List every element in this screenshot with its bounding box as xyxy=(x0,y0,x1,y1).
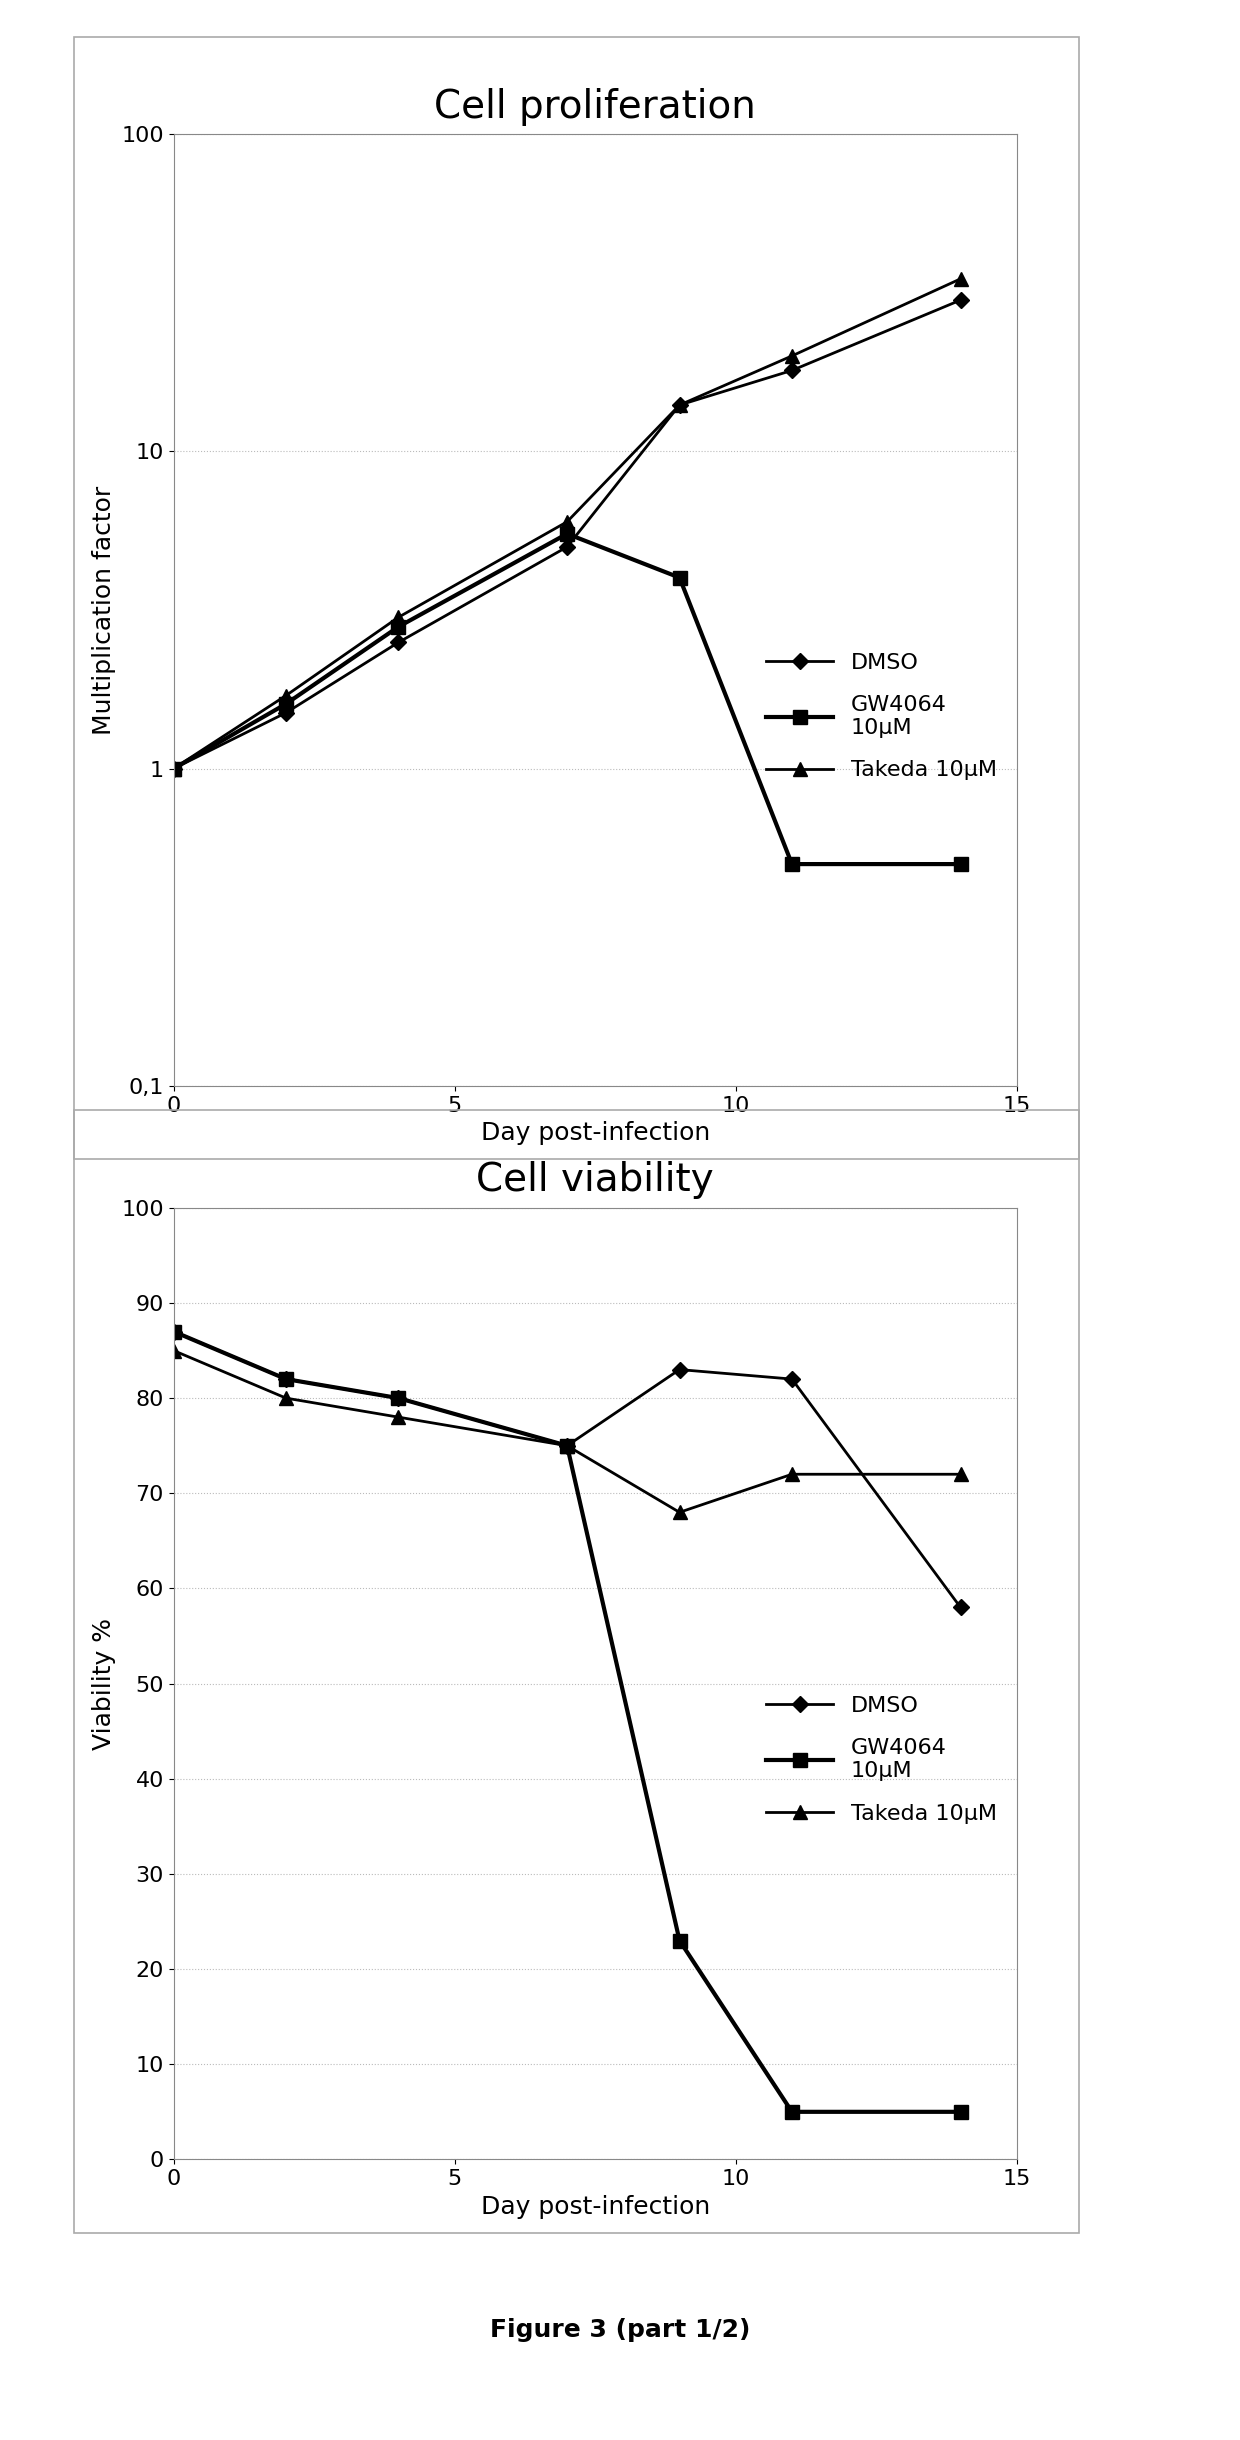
Takeda 10μM xyxy=(559,508,574,537)
Takeda 10μM xyxy=(954,1459,968,1488)
DMSO xyxy=(672,1354,687,1383)
DMSO xyxy=(166,1318,181,1347)
Line: Takeda 10μM: Takeda 10μM xyxy=(166,1344,967,1520)
Takeda 10μM xyxy=(672,390,687,420)
DMSO xyxy=(785,1364,800,1393)
Line: GW4064
10μM: GW4064 10μM xyxy=(166,1325,967,2118)
DMSO xyxy=(279,1364,294,1393)
Text: Figure 3 (part 1/2): Figure 3 (part 1/2) xyxy=(490,2318,750,2342)
GW4064
10μM xyxy=(166,1318,181,1347)
GW4064
10μM xyxy=(785,2096,800,2125)
Takeda 10μM xyxy=(672,1498,687,1527)
Y-axis label: Viability %: Viability % xyxy=(92,1618,115,1749)
Legend: DMSO, GW4064
10μM, Takeda 10μM: DMSO, GW4064 10μM, Takeda 10μM xyxy=(758,1686,1006,1832)
GW4064
10μM xyxy=(391,1383,405,1413)
GW4064
10μM xyxy=(954,849,968,878)
Takeda 10μM xyxy=(166,754,181,783)
DMSO xyxy=(391,627,405,656)
Takeda 10μM xyxy=(166,1337,181,1366)
GW4064
10μM xyxy=(785,849,800,878)
Line: DMSO: DMSO xyxy=(169,295,966,773)
Line: GW4064
10μM: GW4064 10μM xyxy=(166,527,967,871)
DMSO xyxy=(785,356,800,386)
GW4064
10μM xyxy=(672,564,687,593)
Takeda 10μM xyxy=(279,681,294,710)
DMSO xyxy=(559,1430,574,1459)
DMSO xyxy=(559,532,574,561)
Takeda 10μM xyxy=(391,1403,405,1432)
Takeda 10μM xyxy=(785,1459,800,1488)
Takeda 10μM xyxy=(391,603,405,632)
Takeda 10μM xyxy=(279,1383,294,1413)
GW4064
10μM xyxy=(391,612,405,642)
DMSO xyxy=(279,698,294,727)
GW4064
10μM xyxy=(279,688,294,717)
Takeda 10μM xyxy=(954,264,968,293)
DMSO xyxy=(672,390,687,420)
GW4064
10μM xyxy=(954,2096,968,2125)
Takeda 10μM xyxy=(785,342,800,371)
X-axis label: Day post-infection: Day post-infection xyxy=(481,1120,709,1144)
GW4064
10μM xyxy=(559,520,574,549)
DMSO xyxy=(166,754,181,783)
DMSO xyxy=(391,1383,405,1413)
Title: Cell viability: Cell viability xyxy=(476,1161,714,1198)
Takeda 10μM xyxy=(559,1430,574,1459)
GW4064
10μM xyxy=(672,1925,687,1954)
Title: Cell proliferation: Cell proliferation xyxy=(434,88,756,124)
Legend: DMSO, GW4064
10μM, Takeda 10μM: DMSO, GW4064 10μM, Takeda 10μM xyxy=(758,644,1006,788)
Y-axis label: Multiplication factor: Multiplication factor xyxy=(92,486,115,734)
Line: DMSO: DMSO xyxy=(169,1325,966,1613)
DMSO xyxy=(954,1593,968,1623)
DMSO xyxy=(954,285,968,315)
GW4064
10μM xyxy=(559,1430,574,1459)
X-axis label: Day post-infection: Day post-infection xyxy=(481,2194,709,2218)
GW4064
10μM xyxy=(279,1364,294,1393)
GW4064
10μM xyxy=(166,754,181,783)
Line: Takeda 10μM: Takeda 10μM xyxy=(166,271,967,776)
